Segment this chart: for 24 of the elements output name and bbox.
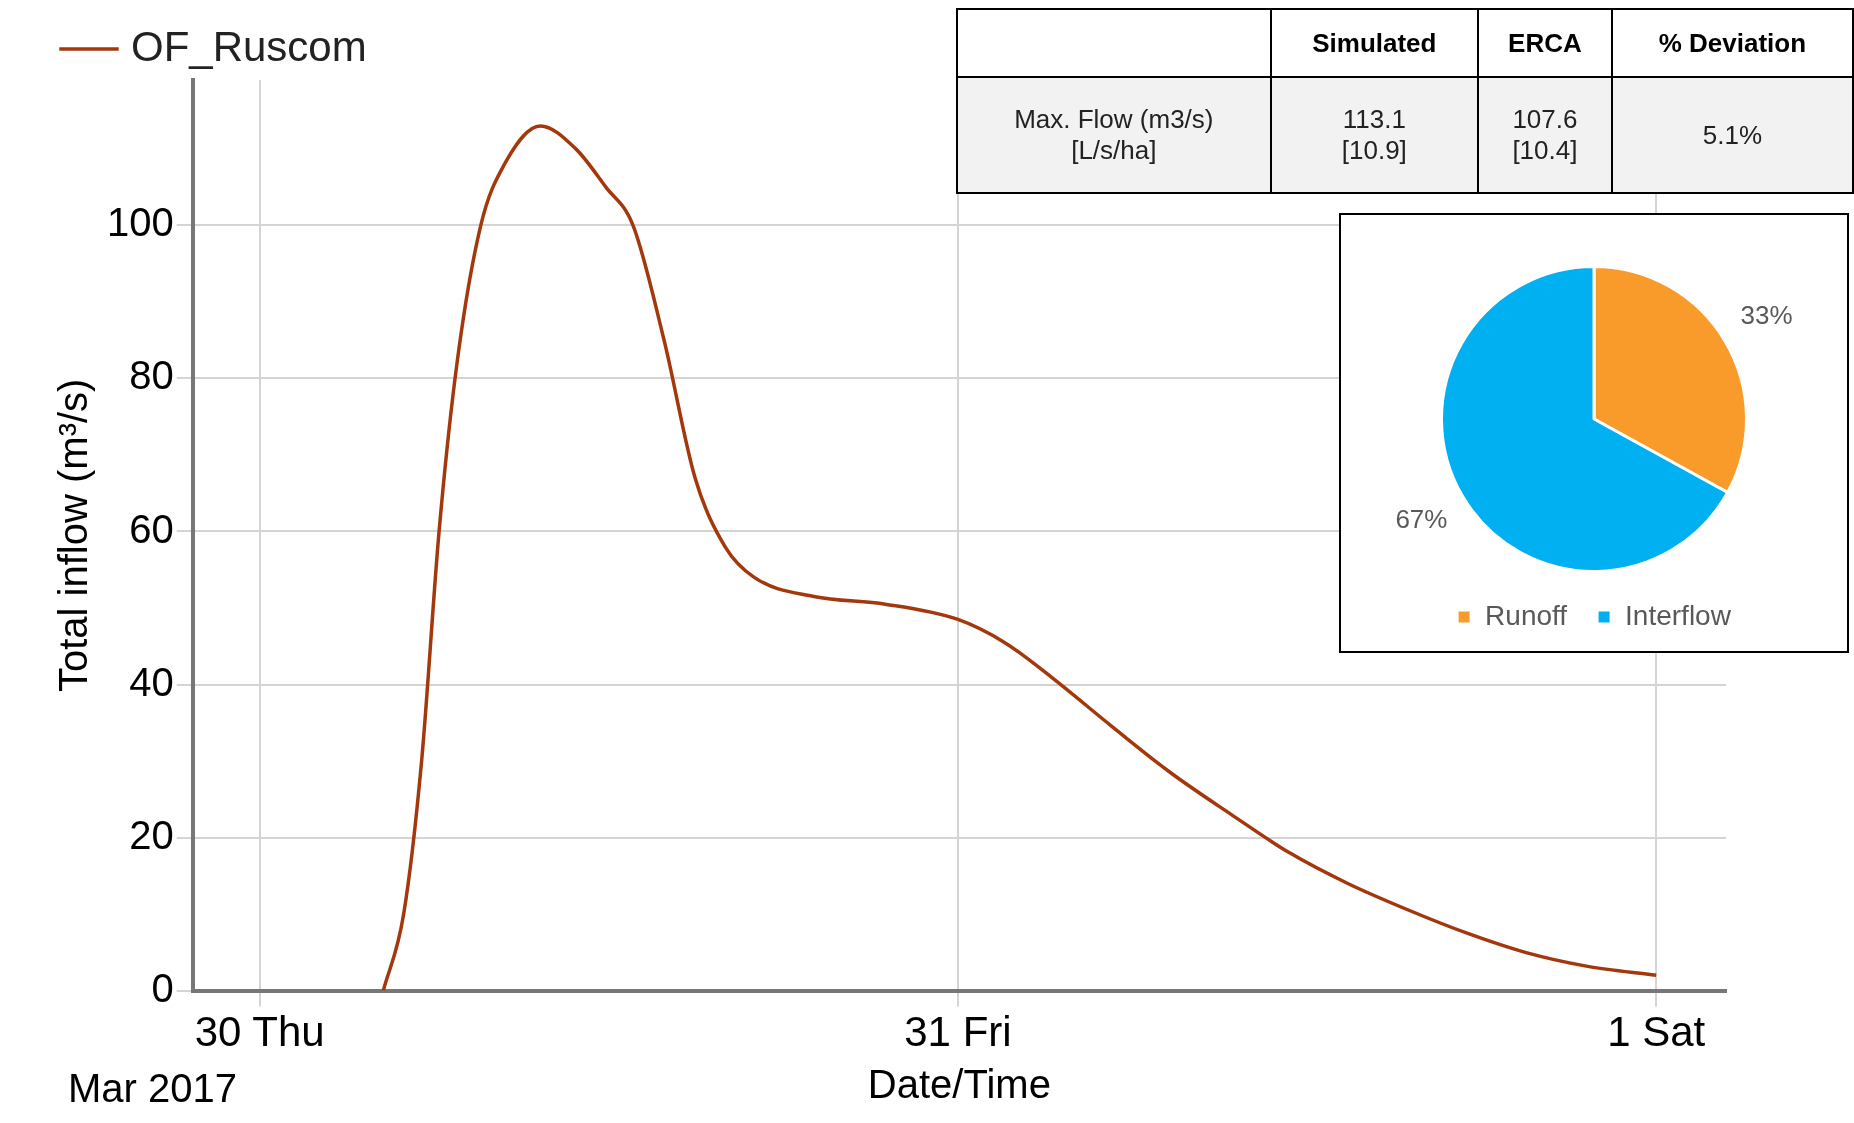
y-tick-label: 80	[129, 353, 174, 398]
text: Mar 2017	[68, 1066, 237, 1111]
legend-label: Interflow	[1625, 599, 1732, 631]
category-label: % Deviation	[1611, 9, 1853, 78]
x-tick-label: 31 Fri	[904, 1008, 1012, 1056]
data-label: 67%	[1395, 504, 1448, 535]
y-tick-label: 100	[106, 200, 174, 245]
y-tick-label: 40	[129, 659, 174, 704]
annotation: 107.6 [10.4]	[1478, 77, 1612, 193]
x-tick-label: 30 Thu	[194, 1008, 325, 1056]
x-axis-title: Date/Time	[867, 1062, 1051, 1107]
data-label: 33%	[1740, 300, 1793, 331]
annotation: 5.1%	[1611, 77, 1853, 193]
category-label: Simulated	[1270, 9, 1479, 78]
x-tick-label: 1 Sat	[1607, 1008, 1706, 1056]
annotation: 113.1 [10.9]	[1270, 77, 1479, 193]
annotation: Max. Flow (m3/s) [L/s/ha]	[957, 77, 1271, 193]
category-label: ERCA	[1478, 9, 1612, 78]
legend-label: Runoff	[1485, 599, 1568, 631]
y-axis-title: Total inflow (m³/s)	[51, 378, 96, 692]
y-tick-label: 0	[151, 965, 174, 1010]
y-tick-label: 20	[129, 812, 174, 857]
y-tick-label: 60	[129, 506, 174, 551]
legend-label: OF_Ruscom	[131, 22, 367, 70]
